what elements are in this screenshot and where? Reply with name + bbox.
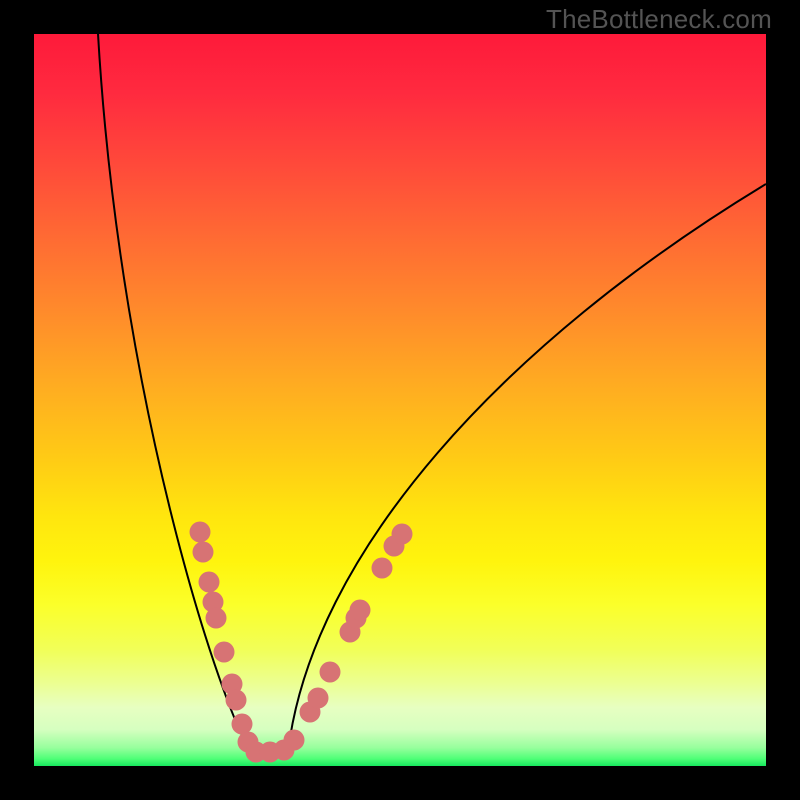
- data-marker: [199, 572, 220, 593]
- data-marker: [392, 524, 413, 545]
- data-marker: [190, 522, 211, 543]
- data-marker: [284, 730, 305, 751]
- data-marker: [350, 600, 371, 621]
- data-marker: [232, 714, 253, 735]
- data-marker: [206, 608, 227, 629]
- data-marker: [214, 642, 235, 663]
- gradient-background: [34, 34, 766, 766]
- plot-svg: [34, 34, 766, 766]
- data-marker: [320, 662, 341, 683]
- data-marker: [226, 690, 247, 711]
- data-marker: [193, 542, 214, 563]
- data-marker: [372, 558, 393, 579]
- watermark-text: TheBottleneck.com: [546, 4, 772, 35]
- data-marker: [308, 688, 329, 709]
- plot-area: [34, 34, 766, 766]
